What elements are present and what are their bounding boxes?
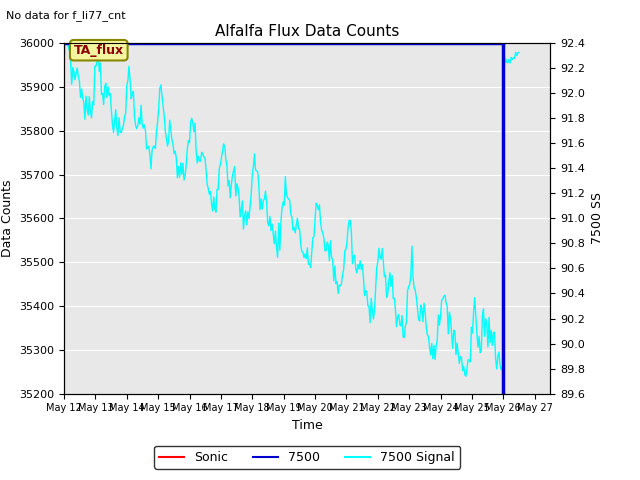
Legend: Sonic, 7500, 7500 Signal: Sonic, 7500, 7500 Signal bbox=[154, 446, 460, 469]
Y-axis label: Data Counts: Data Counts bbox=[1, 180, 13, 257]
X-axis label: Time: Time bbox=[292, 419, 323, 432]
Title: Alfalfa Flux Data Counts: Alfalfa Flux Data Counts bbox=[215, 24, 399, 39]
Text: TA_flux: TA_flux bbox=[74, 44, 124, 57]
Y-axis label: 7500 SS: 7500 SS bbox=[591, 192, 604, 244]
Text: No data for f_li77_cnt: No data for f_li77_cnt bbox=[6, 10, 126, 21]
